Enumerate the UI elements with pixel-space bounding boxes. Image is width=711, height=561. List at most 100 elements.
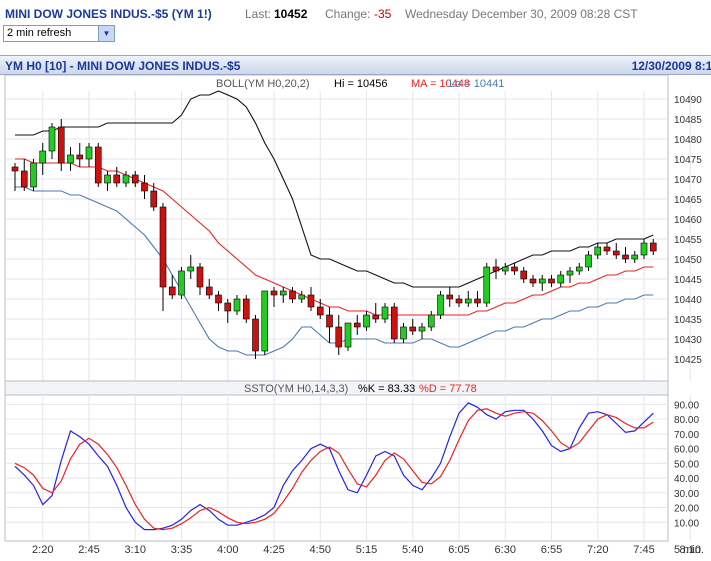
- x-tick-label: 4:50: [310, 544, 331, 556]
- boll-legend-study: BOLL(YM H0,20,2): [216, 78, 310, 90]
- x-tick-label: 6:55: [541, 544, 562, 556]
- candle: [446, 287, 454, 307]
- candle: [483, 263, 491, 307]
- candle: [76, 143, 84, 167]
- candle: [307, 287, 315, 311]
- chart-date: 12/30/2009 8:18: [631, 59, 711, 73]
- candle: [141, 175, 148, 199]
- candle: [261, 290, 269, 355]
- candle: [363, 311, 370, 331]
- candle-body: [474, 298, 481, 304]
- candle-body: [94, 146, 102, 184]
- candle-body: [168, 286, 176, 296]
- candle-body: [215, 294, 222, 304]
- candle-body: [511, 266, 518, 272]
- boll-legend-ma: MA = 10448: [411, 78, 470, 90]
- candle-body: [557, 274, 565, 284]
- chevron-down-icon[interactable]: ▼: [98, 26, 114, 41]
- candle: [594, 243, 602, 259]
- candle-body: [131, 174, 139, 184]
- ssto-legend-d: %D = 77.78: [419, 383, 477, 395]
- price-y-tick: 10450: [674, 255, 702, 266]
- candle: [381, 303, 389, 323]
- candle-body: [187, 266, 195, 272]
- candle-body: [418, 326, 426, 332]
- candle: [344, 322, 352, 351]
- candle: [289, 287, 296, 303]
- ssto-legend-study: SSTO(YM H0,14,3,3): [244, 383, 348, 395]
- refresh-select[interactable]: 2 min refresh ▼: [3, 25, 115, 42]
- candle: [30, 159, 37, 191]
- candle-body: [196, 266, 204, 288]
- last-label: Last:: [245, 7, 272, 21]
- x-tick-label: 6:05: [448, 544, 469, 556]
- stoch-d-line: [14, 408, 654, 531]
- price-y-tick: 10485: [674, 115, 702, 126]
- chart-title: YM H0 [10] - MINI DOW JONES INDUS.-$5: [5, 59, 241, 73]
- candle-body: [270, 290, 278, 296]
- candle: [316, 299, 324, 319]
- candle: [85, 143, 93, 167]
- ssto-legend-k: %K = 83.33: [358, 383, 415, 395]
- x-tick-label: 3:35: [171, 544, 192, 556]
- stoch-y-tick: 80.00: [674, 415, 699, 426]
- candle-body: [122, 174, 130, 184]
- candle-body: [307, 294, 315, 308]
- candle-body: [585, 254, 592, 268]
- stoch-y-tick: 20.00: [674, 504, 699, 515]
- candle: [252, 315, 259, 359]
- x-tick-label: 8:10: [680, 544, 701, 556]
- candle: [196, 263, 204, 295]
- candle-body: [252, 318, 259, 352]
- candle: [603, 243, 611, 255]
- candle-body: [335, 326, 343, 348]
- candle-body: [455, 298, 463, 304]
- candle-body: [612, 250, 620, 256]
- candle-body: [464, 298, 472, 304]
- candle: [566, 267, 574, 283]
- candle: [298, 291, 306, 303]
- candle-body: [520, 270, 528, 280]
- candle-body: [622, 254, 629, 260]
- candle: [501, 263, 509, 275]
- boll-legend-hi: Hi = 10456: [334, 78, 388, 90]
- candle-body: [205, 286, 213, 296]
- candle-body: [603, 246, 611, 252]
- candle-body: [566, 270, 574, 276]
- candle-body: [594, 246, 602, 256]
- candle: [94, 143, 102, 187]
- price-y-tick: 10445: [674, 275, 702, 286]
- candle: [390, 303, 398, 343]
- candle-body: [113, 174, 121, 184]
- price-y-tick: 10425: [674, 355, 702, 366]
- candle-body: [57, 126, 65, 164]
- candle: [631, 251, 639, 263]
- x-tick-label: 3:10: [125, 544, 146, 556]
- x-tick-label: 4:00: [217, 544, 238, 556]
- refresh-select-value: 2 min refresh: [7, 27, 72, 39]
- price-y-tick: 10465: [674, 195, 702, 206]
- price-y-tick: 10475: [674, 155, 702, 166]
- candle-body: [298, 294, 306, 300]
- candle: [548, 275, 555, 287]
- x-tick-label: 4:25: [263, 544, 284, 556]
- candle-body: [344, 322, 352, 348]
- price-y-tick: 10470: [674, 175, 702, 186]
- candle: [464, 291, 472, 307]
- candle: [511, 263, 518, 275]
- candle-body: [159, 206, 167, 288]
- candle: [622, 247, 629, 263]
- boll-lower-band: [15, 186, 654, 356]
- candle: [492, 259, 500, 279]
- candle-body: [233, 298, 241, 312]
- candle: [270, 287, 278, 307]
- candle-body: [289, 290, 296, 300]
- candle: [67, 147, 74, 171]
- candle: [178, 267, 185, 299]
- candle: [557, 271, 565, 287]
- candle-body: [30, 162, 37, 188]
- quote-symbol[interactable]: MINI DOW JONES INDUS.-$5 (YM 1!): [5, 7, 212, 21]
- change-label: Change:: [325, 7, 371, 21]
- chart-panel: YM H0 [10] - MINI DOW JONES INDUS.-$5 12…: [0, 55, 711, 561]
- candle-body: [372, 314, 380, 320]
